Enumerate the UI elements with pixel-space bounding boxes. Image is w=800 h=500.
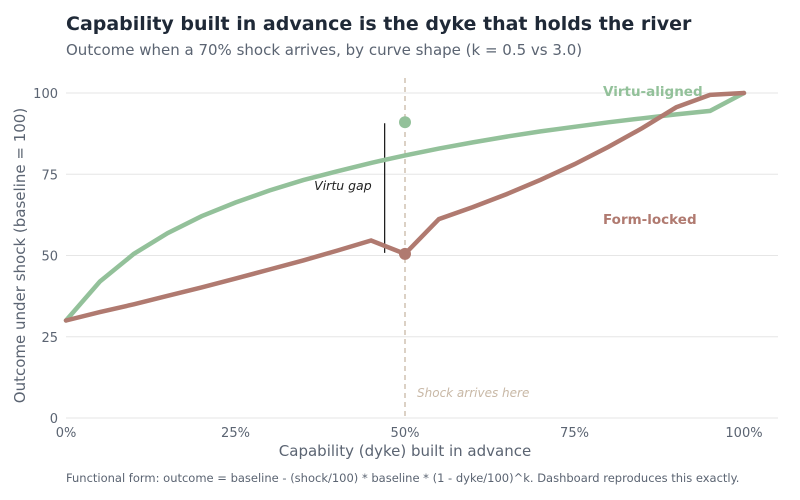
series-label-virtu-aligned: Virtu-aligned xyxy=(603,84,703,100)
x-tick-label: 75% xyxy=(560,426,589,441)
y-tick-label: 50 xyxy=(41,250,58,265)
shock-annotation: Shock arrives here xyxy=(417,386,529,400)
y-tick-label: 75 xyxy=(41,168,58,183)
x-tick-label: 0% xyxy=(56,426,77,441)
marker-virtu-aligned xyxy=(399,116,411,129)
x-tick-label: 25% xyxy=(221,426,250,441)
x-tick-label: 100% xyxy=(725,426,762,441)
y-tick-label: 25 xyxy=(41,331,58,346)
virtu-gap-label: Virtu gap xyxy=(314,178,372,193)
y-axis-label: Outcome under shock (baseline = 100) xyxy=(11,108,29,403)
marker-form-locked xyxy=(399,247,411,260)
series-line-virtu-aligned xyxy=(63,90,747,323)
axis-ticks: 0 25 50 75 100 0% 25% 50% 75% 100% xyxy=(33,87,762,441)
x-axis-label: Capability (dyke) built in advance xyxy=(279,442,531,460)
x-tick-label: 50% xyxy=(391,426,420,441)
series-label-form-locked: Form-locked xyxy=(603,212,697,228)
y-tick-label: 100 xyxy=(33,87,58,102)
y-tick-label: 0 xyxy=(50,412,58,427)
chart-title: Capability built in advance is the dyke … xyxy=(66,13,692,35)
chart-caption: Functional form: outcome = baseline - (s… xyxy=(66,471,740,485)
grid-lines xyxy=(66,92,778,419)
chart-subtitle: Outcome when a 70% shock arrives, by cur… xyxy=(66,41,583,59)
